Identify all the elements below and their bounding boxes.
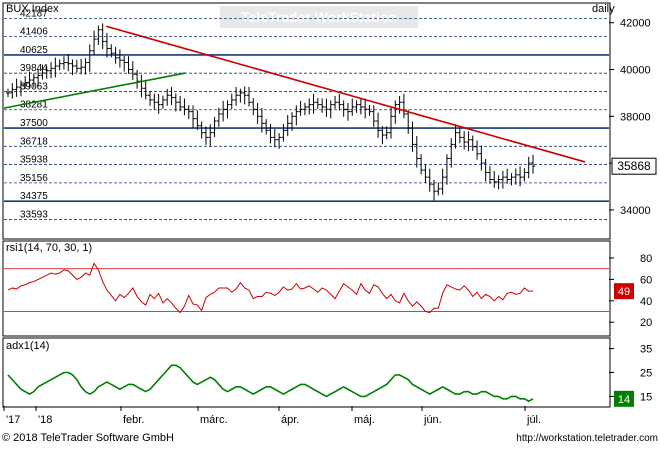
copyright-text: © 2018 TeleTrader Software GmbH <box>2 432 174 444</box>
adx-line <box>7 364 534 403</box>
time-tick-label: júl. <box>526 414 541 426</box>
level-label: 37500 <box>20 118 48 129</box>
time-tick-label: márc. <box>200 414 228 426</box>
chart-title: BUX Index <box>6 3 59 15</box>
rsi-series: 20 40 60 80 49 <box>4 253 652 329</box>
adx-panel-frame <box>2 337 611 408</box>
level-label: 40625 <box>20 45 48 56</box>
source-url[interactable]: http://workstation.teletrader.com <box>516 433 658 444</box>
level-label: 33593 <box>20 209 48 220</box>
trendlines <box>3 25 586 163</box>
price-panel-frame <box>2 2 611 240</box>
level-label: 41406 <box>20 27 48 38</box>
adx-tick-label: 35 <box>640 344 652 356</box>
adx-last-value: 14 <box>618 394 630 406</box>
adx-series: 15 25 35 14 <box>7 344 652 407</box>
price-tick-label: 34000 <box>620 205 651 217</box>
rsi-title: rsi1(14, 70, 30, 1) <box>6 242 92 254</box>
level-label: 35938 <box>20 155 48 166</box>
adx-tick-label: 15 <box>640 391 652 403</box>
rsi-tick-label: 60 <box>640 274 652 286</box>
rsi-tick-label: 40 <box>640 296 652 308</box>
adx-tick-label: 25 <box>640 368 652 380</box>
time-tick-label: '17 <box>6 414 20 426</box>
watermark-text: TeleTrader WorkStation <box>241 9 397 25</box>
level-label: 39844 <box>20 63 48 74</box>
price-axis: 340003600038000400004200035868 <box>609 18 657 217</box>
last-price-box <box>611 157 657 175</box>
price-tick-label: 40000 <box>620 65 651 77</box>
time-tick-label: febr. <box>123 414 144 426</box>
rsi-panel-frame <box>2 240 611 337</box>
level-label: 42187 <box>20 8 48 19</box>
time-tick-label: jún. <box>423 414 442 426</box>
adx-last-badge <box>614 390 634 407</box>
level-label: 35156 <box>20 173 48 184</box>
time-tick-label: máj. <box>354 414 375 426</box>
period-label: daily <box>592 3 615 15</box>
rsi-line <box>7 262 533 314</box>
level-label: 34375 <box>20 191 48 202</box>
rsi-last-badge <box>614 283 634 300</box>
rsi-tick-label: 80 <box>640 253 652 265</box>
adx-title: adx1(14) <box>6 340 49 352</box>
time-tick-label: '18 <box>38 414 52 426</box>
price-tick-label: 42000 <box>620 18 651 30</box>
time-axis: '17 '18 febr. márc. ápr. máj. jún. júl. <box>3 406 541 426</box>
rsi-tick-label: 20 <box>640 317 652 329</box>
rsi-last-value: 49 <box>618 286 630 298</box>
support-trendline[interactable] <box>3 72 186 109</box>
time-tick-label: ápr. <box>281 414 299 426</box>
resistance-trendline[interactable] <box>106 25 586 163</box>
price-tick-label: 38000 <box>620 111 651 123</box>
last-price-value: 35868 <box>617 159 651 173</box>
watermark-box <box>220 6 418 28</box>
level-label: 38281 <box>20 100 48 111</box>
price-bars <box>6 23 535 201</box>
level-label: 36718 <box>20 136 48 147</box>
